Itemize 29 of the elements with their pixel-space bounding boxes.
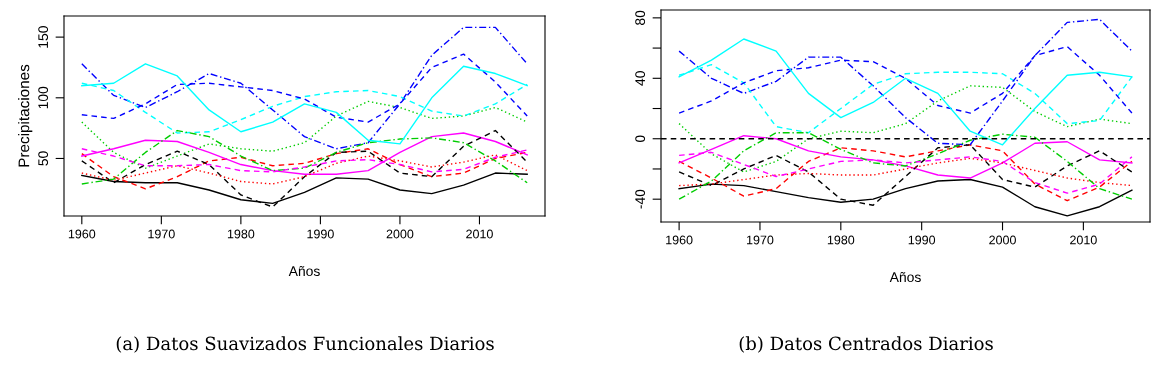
y-tick-label: -40 [635, 189, 646, 209]
x-tick-label: 1970 [148, 229, 175, 239]
x-tick-label: 1990 [908, 235, 936, 245]
line-series [81, 132, 528, 175]
x-tick-label: 2000 [989, 235, 1016, 245]
text: (a) Datos Suavizados Funcionales Diarios [116, 336, 494, 353]
y-tick-label: 0 [635, 135, 646, 143]
x-tick-label: 1980 [227, 229, 255, 239]
x-tick-label: 2000 [386, 229, 414, 239]
y-tick-label: 100 [38, 86, 49, 109]
x-tick-label: 1980 [827, 235, 855, 245]
x-tick-label: 1960 [666, 235, 693, 245]
y-axis-title: Precipitaciones [18, 64, 33, 167]
x-tick-label: 1960 [68, 229, 96, 239]
x-tick-label: 1990 [307, 229, 334, 239]
line-series [81, 148, 528, 190]
y-tick-label: 50 [38, 151, 49, 166]
x-axis-title: Años [889, 271, 921, 283]
line-series [81, 26, 528, 150]
y-tick-label: 40 [635, 71, 646, 86]
line-series [678, 18, 1133, 146]
text: (b) Datos Centrados Diarios [739, 336, 993, 353]
x-axis-title: Años [288, 265, 320, 277]
x-tick-label: 2010 [1070, 235, 1097, 245]
x-tick-label: 1970 [747, 235, 774, 245]
y-tick-label: 150 [38, 26, 49, 48]
y-tick-label: 80 [635, 10, 646, 25]
line-series [81, 129, 528, 208]
x-tick-label: 2010 [466, 229, 493, 239]
